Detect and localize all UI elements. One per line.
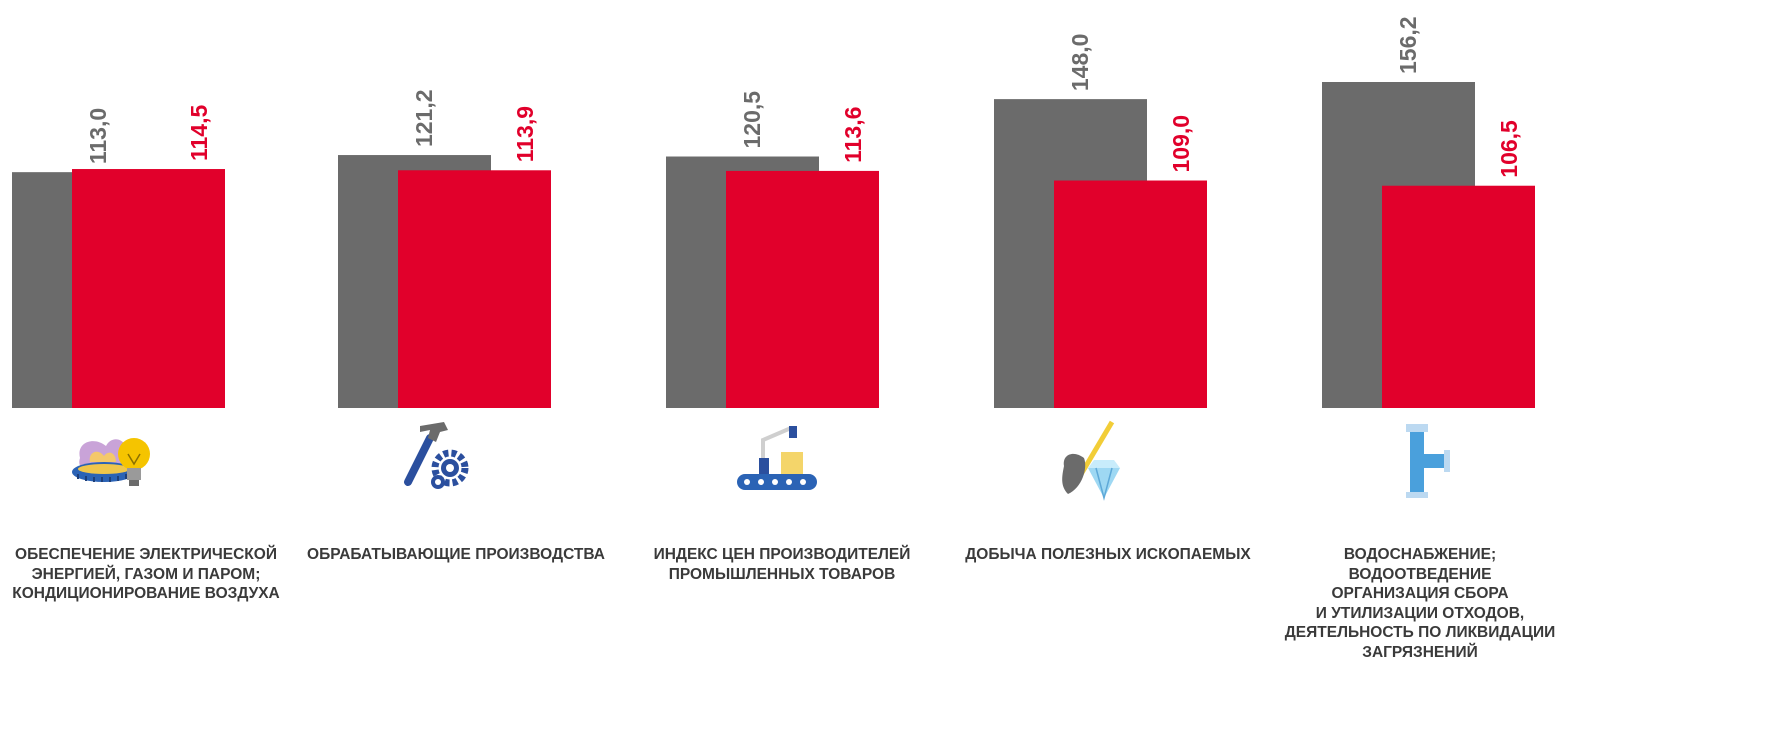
category-label: ОБЕСПЕЧЕНИЕ ЭЛЕКТРИЧЕСКОЙ ЭНЕРГИЕЙ, ГАЗО…	[12, 546, 280, 602]
bar-red-1	[398, 170, 551, 408]
value-label-grey-3: 148,0	[1067, 34, 1093, 92]
value-labels-layer: 113,0 121,2 120,5 148,0 156,2 114,5 113,9 113,6…	[85, 16, 1522, 177]
category-label: ОБРАБАТЫВАЮЩИЕ ПРОИЗВОДСТВА	[307, 546, 605, 563]
value-label-grey-1: 121,2	[411, 89, 437, 147]
water-pipe-icon	[1406, 424, 1450, 498]
robot-arm-conveyor-icon	[737, 426, 817, 490]
value-label-grey-4: 156,2	[1395, 16, 1421, 74]
value-label-red-0: 114,5	[186, 105, 212, 161]
gas-flame-lightbulb-icon	[72, 438, 150, 486]
bar-red-2	[726, 170, 879, 408]
value-label-red-2: 113,6	[840, 107, 866, 163]
value-label-grey-2: 120,5	[739, 91, 765, 149]
bars-layer	[12, 82, 1535, 408]
value-label-grey-0: 113,0	[85, 108, 111, 164]
value-label-red-4: 106,5	[1496, 120, 1522, 178]
bar-red-4	[1382, 185, 1535, 408]
bar-red-3	[1054, 180, 1207, 408]
value-label-red-3: 109,0	[1168, 115, 1194, 173]
category-label: ИНДЕКС ЦЕН ПРОИЗВОДИТЕЛЕЙ ПРОМЫШЛЕННЫХ Т…	[653, 546, 911, 583]
value-label-red-1: 113,9	[512, 106, 538, 162]
category-label: ВОДОСНАБЖЕНИЕ; ВОДООТВЕДЕНИЕ ОРГАНИЗАЦИЯ…	[1284, 546, 1556, 661]
category-label: ДОБЫЧА ПОЛЕЗНЫХ ИСКОПАЕМЫХ	[965, 546, 1251, 563]
hammer-gear-icon	[404, 422, 469, 489]
bar-red-0	[72, 169, 225, 408]
shovel-diamond-icon	[1062, 420, 1120, 501]
